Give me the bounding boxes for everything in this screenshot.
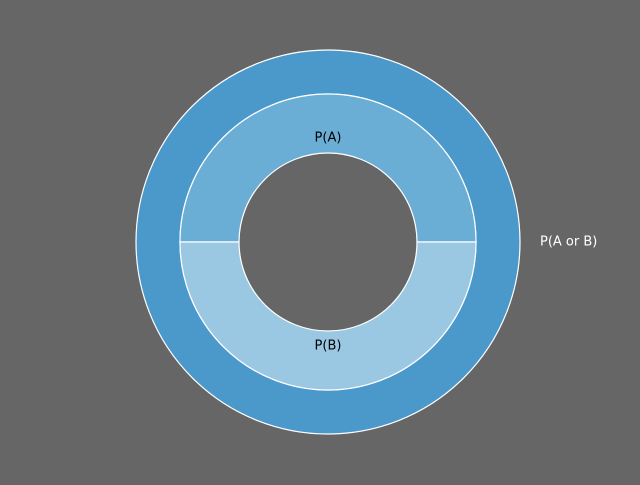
inner-label-p-a: P(A)	[315, 131, 342, 146]
inner-ring	[179, 93, 477, 391]
inner-wedge-p-a	[179, 93, 477, 243]
ring-labels: P(A or B) P(A) P(B)	[315, 131, 598, 354]
inner-wedge-p-b	[179, 241, 477, 391]
inner-label-p-b: P(B)	[315, 339, 342, 354]
outer-label-p-a-or-b: P(A or B)	[540, 235, 597, 250]
